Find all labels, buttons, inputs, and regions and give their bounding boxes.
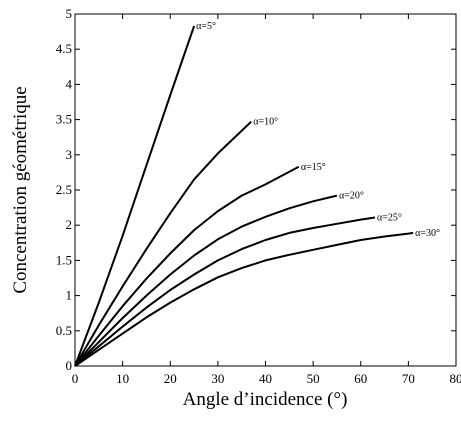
x-tick-label-7: 70 xyxy=(402,371,415,386)
plot-frame xyxy=(74,13,457,367)
x-tick-label-5: 50 xyxy=(307,371,320,386)
series-line-5 xyxy=(74,231,414,367)
y-tick-label-4: 2 xyxy=(66,217,73,232)
x-tick-label-6: 60 xyxy=(354,371,367,386)
x-tick-label-2: 20 xyxy=(164,371,177,386)
y-tick-label-7: 3.5 xyxy=(56,112,72,127)
tick-labels: 0 10 20 30 40 50 60 70 80 0 0.5 1 1.5 2 2.5 3 3.5 4 4.5 5 α=… xyxy=(56,6,461,386)
y-tick-label-5: 2.5 xyxy=(56,182,72,197)
ticks xyxy=(74,13,457,367)
series-line-3 xyxy=(74,194,338,367)
y-axis-title: Concentration géométrique xyxy=(10,86,31,293)
series-line-4 xyxy=(74,216,376,367)
x-tick-label-0: 0 xyxy=(72,371,79,386)
y-tick-label-9: 4.5 xyxy=(56,41,72,56)
series-label-1: α=10° xyxy=(253,117,278,128)
y-tick-label-10: 5 xyxy=(66,6,73,21)
x-axis-title: Angle d’incidence (°) xyxy=(183,389,348,410)
series-label-0: α=5° xyxy=(196,21,216,32)
y-tick-label-2: 1 xyxy=(66,288,73,303)
series-label-2: α=15° xyxy=(301,162,326,173)
y-tick-label-3: 1.5 xyxy=(56,252,72,267)
series-label-4: α=25° xyxy=(377,212,402,223)
x-tick-label-8: 80 xyxy=(450,371,461,386)
series-label-3: α=20° xyxy=(339,191,364,202)
curves xyxy=(74,25,414,367)
series-label-5: α=30° xyxy=(415,228,440,239)
y-tick-label-0: 0 xyxy=(66,358,73,373)
series-line-0 xyxy=(74,25,196,367)
y-tick-label-6: 3 xyxy=(66,147,73,162)
x-tick-label-3: 30 xyxy=(211,371,224,386)
y-tick-label-1: 0.5 xyxy=(56,323,72,338)
x-tick-label-4: 40 xyxy=(259,371,272,386)
x-tick-label-1: 10 xyxy=(116,371,129,386)
y-tick-label-8: 4 xyxy=(66,76,73,91)
series-line-2 xyxy=(74,165,300,367)
series-line-1 xyxy=(74,120,252,367)
